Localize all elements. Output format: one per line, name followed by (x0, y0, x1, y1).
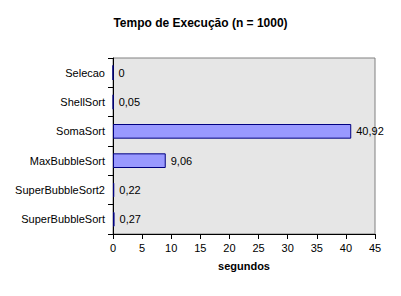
svg-text:0: 0 (119, 67, 125, 79)
svg-text:15: 15 (194, 242, 206, 254)
svg-text:segundos: segundos (218, 260, 270, 272)
svg-text:25: 25 (252, 242, 264, 254)
svg-text:10: 10 (165, 242, 177, 254)
svg-text:Selecao: Selecao (65, 67, 105, 79)
svg-text:0,27: 0,27 (120, 213, 141, 225)
svg-text:45: 45 (369, 242, 381, 254)
svg-text:0,05: 0,05 (119, 96, 140, 108)
svg-text:9,06: 9,06 (171, 155, 192, 167)
svg-text:SuperBubbleSort: SuperBubbleSort (21, 213, 105, 225)
svg-text:ShellSort: ShellSort (60, 96, 105, 108)
svg-text:40: 40 (340, 242, 352, 254)
svg-text:0: 0 (110, 242, 116, 254)
svg-text:MaxBubbleSort: MaxBubbleSort (30, 155, 105, 167)
svg-text:30: 30 (282, 242, 294, 254)
svg-text:0,22: 0,22 (119, 184, 140, 196)
svg-text:SomaSort: SomaSort (56, 125, 105, 137)
svg-text:SuperBubbleSort2: SuperBubbleSort2 (15, 184, 105, 196)
svg-text:Tempo de Execução (n = 1000): Tempo de Execução (n = 1000) (113, 16, 287, 30)
svg-text:40,92: 40,92 (356, 125, 384, 137)
svg-text:5: 5 (139, 242, 145, 254)
svg-text:20: 20 (223, 242, 235, 254)
svg-text:35: 35 (311, 242, 323, 254)
